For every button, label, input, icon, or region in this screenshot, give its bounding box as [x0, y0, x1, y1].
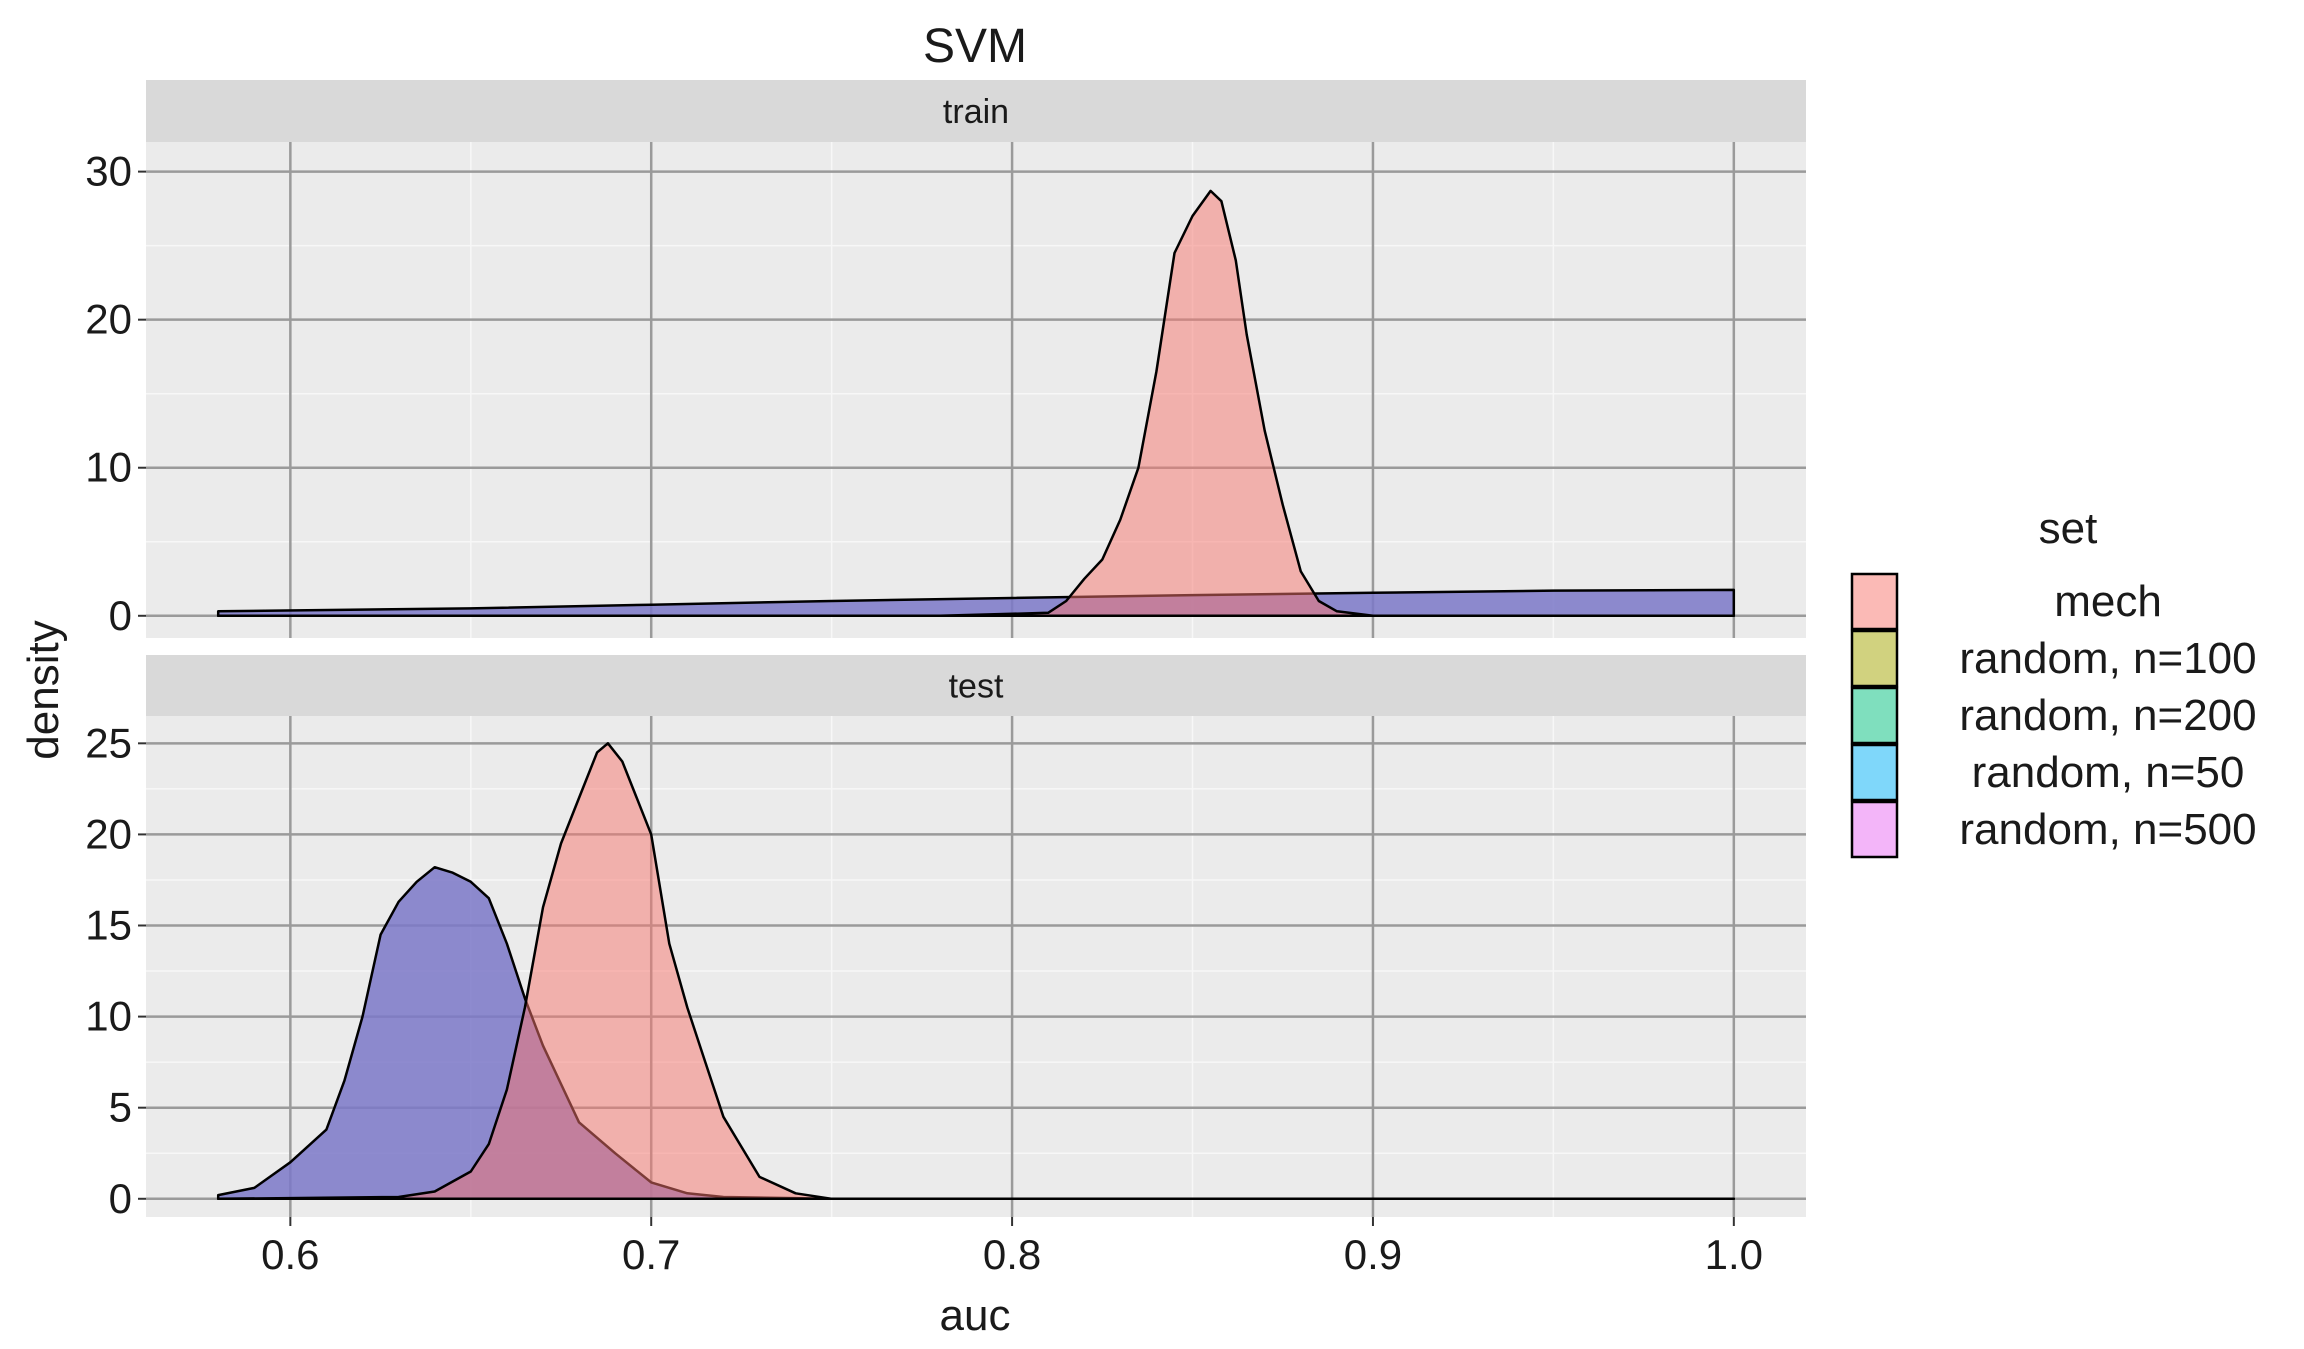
x-tick-label: 1.0 [1705, 1231, 1763, 1278]
legend-key-random-n-500 [1850, 800, 1899, 859]
y-tick-label: 25 [85, 719, 132, 766]
panel-background-train [146, 142, 1806, 638]
y-tick-label: 0 [109, 592, 132, 639]
legend-label: mech [2054, 577, 2162, 626]
x-tick-label: 0.8 [983, 1231, 1041, 1278]
density-mech [216, 189, 1736, 618]
legend-key-random-n-50 [1850, 743, 1899, 802]
legend: set mech random, n=100 random, n=200 random,… [1850, 504, 2257, 859]
y-tick-label: 20 [85, 296, 132, 343]
legend-label: random, n=500 [1959, 805, 2256, 854]
x-axis-label: auc [940, 1291, 1011, 1340]
y-tick-label: 0 [109, 1175, 132, 1222]
legend-label: random, n=50 [1972, 748, 2245, 797]
panel-test: test 0 5 10 15 20 25 [85, 655, 1806, 1222]
facet-strip-train [146, 80, 1806, 142]
x-tick-label: 0.6 [261, 1231, 319, 1278]
x-tick-label: 0.9 [1344, 1231, 1402, 1278]
legend-key-mech [1850, 572, 1899, 631]
legend-key-random-n-200 [1850, 686, 1899, 745]
legend-title: set [2039, 504, 2098, 553]
panels: train 0 10 20 30 test 0 5 10 15 20 25 [85, 80, 1806, 1222]
legend-label: random, n=200 [1959, 691, 2256, 740]
y-tick-label: 10 [85, 993, 132, 1040]
y-tick-label: 10 [85, 444, 132, 491]
legend-key-random-n-100 [1850, 629, 1899, 688]
density-mech [216, 742, 1736, 1201]
chart-title: SVM [923, 20, 1027, 73]
x-axis: 0.6 0.7 0.8 0.9 1.0 [261, 1217, 1763, 1278]
y-tick-label: 30 [85, 148, 132, 195]
y-tick-label: 5 [109, 1084, 132, 1131]
y-tick-label: 15 [85, 902, 132, 949]
x-tick-label: 0.7 [622, 1231, 680, 1278]
facet-label-train: train [943, 93, 1009, 131]
facet-label-test: test [949, 668, 1004, 706]
y-tick-label: 20 [85, 810, 132, 857]
facet-strip-test [146, 655, 1806, 716]
panel-train: train 0 10 20 30 [85, 80, 1806, 639]
y-axis-label: density [19, 620, 68, 759]
legend-label: random, n=100 [1959, 634, 2256, 683]
